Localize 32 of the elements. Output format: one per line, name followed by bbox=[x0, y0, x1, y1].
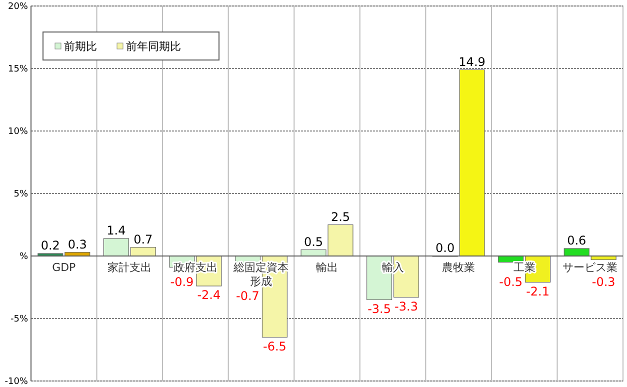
data-label: 14.9 bbox=[458, 54, 486, 69]
data-label: 0.6 bbox=[567, 234, 586, 248]
y-tick-label: 10% bbox=[8, 127, 28, 138]
data-label: 1.4 bbox=[106, 224, 126, 238]
y-tick-label: -10% bbox=[4, 377, 28, 387]
data-label: 0.7 bbox=[134, 232, 153, 246]
x-tick-label: 家計支出 bbox=[108, 261, 152, 274]
data-label: -2.4 bbox=[197, 288, 221, 302]
y-tick-label: 5% bbox=[14, 190, 28, 200]
x-tick-label: サービス業 bbox=[562, 261, 618, 274]
data-label: -0.9 bbox=[170, 275, 194, 289]
legend-label: 前年同期比 bbox=[126, 40, 181, 53]
data-label: 0.5 bbox=[304, 234, 324, 249]
y-tick-label: -5% bbox=[10, 314, 28, 325]
data-label: -3.3 bbox=[394, 299, 418, 314]
y-tick-label: 15% bbox=[8, 64, 28, 75]
legend-label: 前期比 bbox=[64, 40, 97, 53]
y-tick-label: % bbox=[19, 252, 28, 262]
data-label: 0.3 bbox=[68, 237, 87, 252]
y-tick-label: 20% bbox=[8, 2, 28, 12]
data-label: 2.5 bbox=[330, 210, 350, 224]
x-tick-label: GDP bbox=[52, 261, 76, 274]
x-tick-label: 輸出 bbox=[316, 261, 338, 274]
data-label: 0.0 bbox=[436, 241, 455, 255]
data-label: -0.5 bbox=[499, 275, 523, 289]
data-label: -0.3 bbox=[592, 275, 616, 289]
data-label: -0.7 bbox=[236, 289, 260, 303]
data-label: -6.5 bbox=[262, 339, 286, 354]
x-tick-label: 農牧業 bbox=[442, 261, 476, 274]
data-label: -3.5 bbox=[368, 302, 392, 316]
data-label: -2.1 bbox=[526, 284, 550, 298]
data-label: 0.2 bbox=[40, 238, 60, 252]
